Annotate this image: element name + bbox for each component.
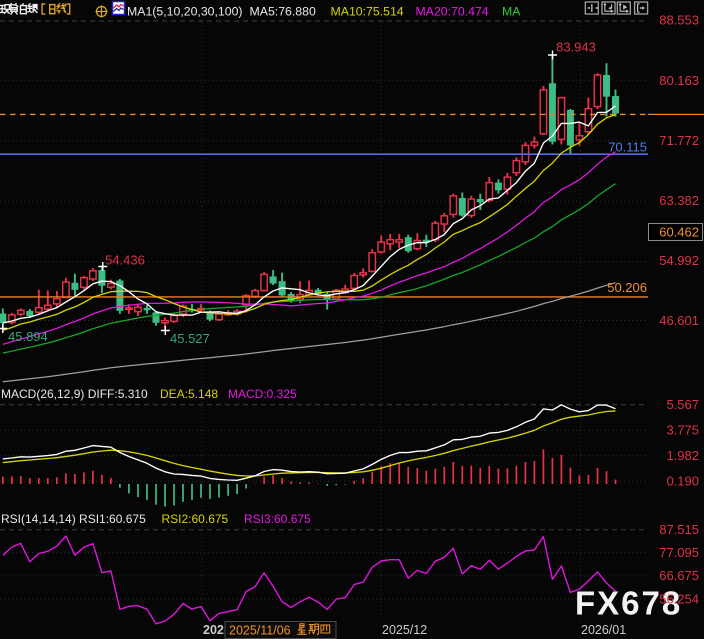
svg-text:0.190: 0.190 [666,474,699,489]
svg-text:MA1(5,10,20,30,100): MA1(5,10,20,30,100) [127,5,243,19]
svg-text:56.254: 56.254 [659,591,699,606]
svg-text:66.675: 66.675 [659,568,699,583]
svg-text:46.601: 46.601 [659,313,699,328]
svg-text:DEA:5.148: DEA:5.148 [160,387,218,401]
svg-text:60.462: 60.462 [659,224,699,239]
svg-text:88.553: 88.553 [659,13,699,28]
svg-text:MA: MA [502,5,521,19]
svg-text:1.982: 1.982 [666,448,699,463]
svg-text:45.894: 45.894 [8,329,48,344]
svg-text:71.772: 71.772 [659,133,699,148]
svg-text:MA10:75.514: MA10:75.514 [331,5,404,19]
svg-text:45.527: 45.527 [170,331,210,346]
svg-text:MA20:70.474: MA20:70.474 [416,5,489,19]
svg-text:54.436: 54.436 [105,253,145,268]
svg-text:MA5:76.880: MA5:76.880 [250,5,316,19]
svg-text:63.382: 63.382 [659,193,699,208]
svg-text:3.775: 3.775 [666,423,699,438]
svg-text:2025/11/06: 2025/11/06 [229,624,291,638]
svg-text:50.206: 50.206 [607,280,647,295]
svg-text:202: 202 [203,623,224,637]
svg-text:83.943: 83.943 [556,40,596,55]
svg-text:5.567: 5.567 [666,397,699,412]
svg-text:FX678: FX678 [575,585,682,622]
svg-text:70.115: 70.115 [608,140,647,155]
svg-text:2026/01: 2026/01 [581,623,626,637]
svg-text:MACD:0.325: MACD:0.325 [228,387,297,401]
svg-text:2025/12: 2025/12 [382,623,427,637]
svg-text:77.095: 77.095 [659,545,699,560]
svg-text:54.992: 54.992 [659,253,699,268]
svg-text:RSI2:60.675: RSI2:60.675 [162,512,229,526]
svg-text:80.163: 80.163 [659,73,699,88]
svg-text:RSI(14,14,14) RSI1:60.675: RSI(14,14,14) RSI1:60.675 [1,512,146,526]
svg-text:RSI3:60.675: RSI3:60.675 [244,512,311,526]
svg-text:87.515: 87.515 [659,522,699,537]
svg-text:MACD(26,12,9) DIFF:5.310: MACD(26,12,9) DIFF:5.310 [1,387,148,401]
